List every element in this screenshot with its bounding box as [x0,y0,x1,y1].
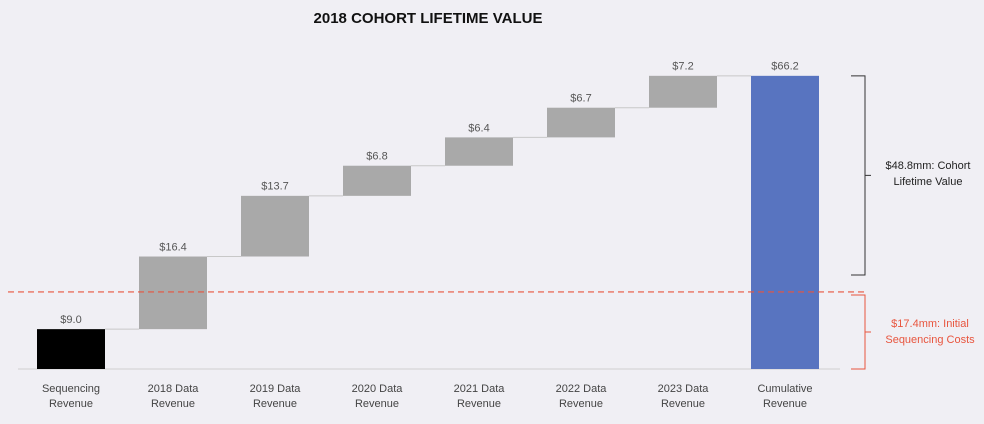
x-tick-label: 2020 Data Revenue [351,383,403,410]
bar [751,75,819,369]
value-label: $9.0 [60,314,81,326]
value-label: $6.7 [570,93,591,105]
bar [37,329,105,369]
value-label: $13.7 [261,181,289,193]
x-tick-label: 2019 Data Revenue [249,383,301,410]
bar [547,107,615,138]
value-bracket [851,75,871,276]
reference-label: $17.4mm: Initial Sequencing Costs [885,317,975,346]
chart-title: 2018 COHORT LIFETIME VALUE [313,10,543,27]
value-label: $66.2 [771,61,799,73]
value-label: $7.2 [672,61,693,73]
bar [139,256,207,330]
bar [445,137,513,166]
bar [241,195,309,257]
bar [343,165,411,196]
value-label: $6.8 [366,151,387,163]
cost-bracket [851,294,871,370]
value-label: $6.4 [468,122,489,134]
x-tick-label: 2022 Data Revenue [555,383,607,410]
bracket-label: $48.8mm: Cohort Lifetime Value [885,160,971,189]
x-tick-label: 2021 Data Revenue [453,383,505,410]
value-label: $16.4 [159,241,187,253]
x-tick-label: Sequencing Revenue [41,383,101,410]
x-tick-label: Cumulative Revenue [757,383,813,410]
x-tick-label: 2018 Data Revenue [147,383,199,410]
x-tick-label: 2023 Data Revenue [657,383,709,410]
bar [649,75,717,108]
